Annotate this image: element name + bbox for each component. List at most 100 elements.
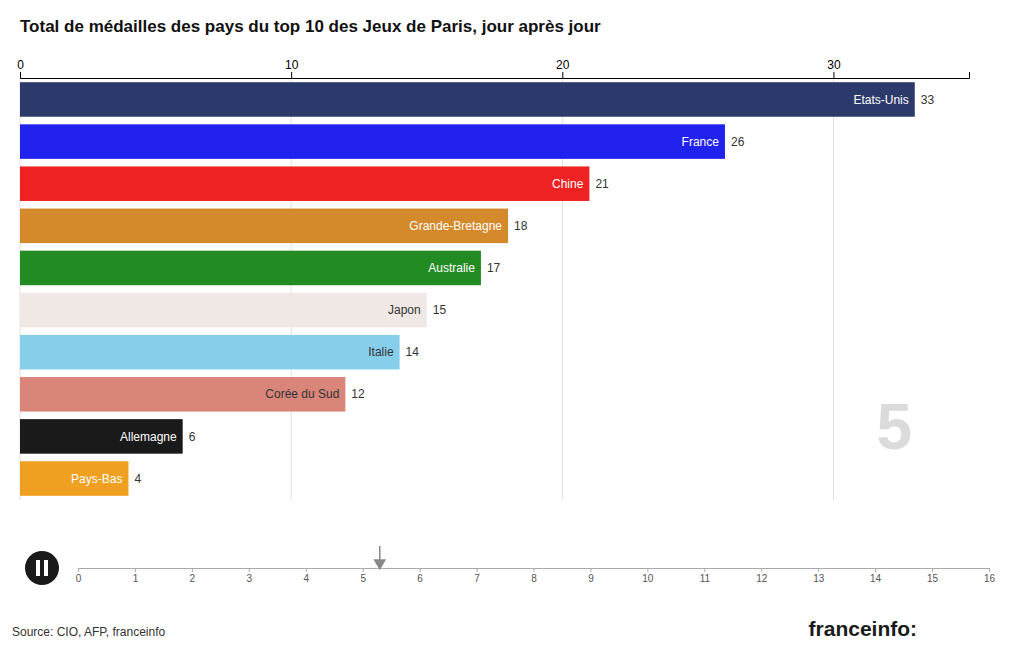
tick-mark — [590, 568, 591, 572]
tick-label: 10 — [642, 573, 654, 584]
tick-label: 6 — [417, 573, 423, 584]
tick: 30 — [827, 58, 841, 78]
pause-circle — [25, 551, 59, 585]
tick-mark — [363, 568, 364, 572]
data-labels: 461214151718212633 — [134, 93, 934, 486]
category-label: Italie — [368, 345, 394, 359]
axis-line — [21, 72, 970, 79]
tick: 3 — [247, 568, 253, 584]
tick: 0 — [76, 568, 82, 584]
tick-mark — [420, 568, 421, 572]
tick: 12 — [756, 568, 768, 584]
category-label: Allemagne — [120, 430, 177, 444]
marker-head — [373, 559, 386, 570]
tick-label: 13 — [813, 573, 825, 584]
tick-mark — [291, 72, 292, 78]
tick: 0 — [17, 58, 24, 78]
tick: 9 — [588, 568, 594, 584]
tick: 20 — [556, 58, 570, 78]
tick-mark — [534, 568, 535, 572]
tick: 11 — [700, 568, 711, 584]
x-axis: 0 10 20 30 — [17, 58, 969, 79]
tick-label: 12 — [756, 573, 768, 584]
data-label: 21 — [595, 177, 609, 191]
tick-mark — [704, 568, 705, 572]
tick: 14 — [870, 568, 882, 584]
day-label: 5 — [876, 391, 912, 463]
tick-label: 2 — [190, 573, 196, 584]
tick-mark — [562, 72, 563, 78]
data-label: 14 — [406, 345, 420, 359]
tick-label: 9 — [588, 573, 594, 584]
category-label: Grande-Bretagne — [409, 219, 502, 233]
tick: 4 — [303, 568, 309, 584]
bar — [20, 293, 427, 328]
tick-mark — [192, 568, 193, 572]
category-label: Australie — [428, 261, 475, 275]
tick-label: 3 — [247, 573, 253, 584]
tick-label: 10 — [285, 58, 299, 72]
pause-button — [25, 551, 59, 585]
tick-label: 5 — [360, 573, 366, 584]
tick-label: 8 — [531, 573, 537, 584]
tick: 16 — [984, 568, 996, 584]
bars — [20, 82, 915, 496]
title: Total de médailles des pays du top 10 de… — [20, 17, 601, 36]
bar — [20, 461, 128, 496]
tick-mark — [875, 568, 876, 572]
tick-mark — [833, 72, 834, 78]
tick-mark — [989, 568, 990, 572]
bar — [20, 419, 183, 454]
bar — [20, 251, 481, 286]
grid-line — [833, 78, 834, 500]
chart: Total de médailles des pays du top 10 de… — [0, 0, 1019, 650]
tick-label: 1 — [133, 573, 139, 584]
tick-label: 7 — [474, 573, 480, 584]
tick-label: 30 — [827, 58, 841, 72]
bar — [20, 82, 915, 117]
tick-mark — [761, 568, 762, 572]
tick: 13 — [813, 568, 825, 584]
data-label: 6 — [189, 430, 196, 444]
timeline: 012345678910111213141516 — [76, 546, 996, 584]
timeline-markers — [373, 546, 386, 570]
tick-mark — [647, 568, 648, 572]
tick: 10 — [285, 58, 299, 78]
data-label: 17 — [487, 261, 501, 275]
bar — [20, 166, 589, 201]
bar — [20, 209, 508, 244]
tick-label: 16 — [984, 573, 996, 584]
tick: 2 — [190, 568, 196, 584]
data-label: 33 — [921, 93, 935, 107]
tick: 5 — [360, 568, 366, 584]
tick: 7 — [474, 568, 480, 584]
category-label: Chine — [552, 177, 584, 191]
bar — [20, 124, 725, 159]
data-label: 12 — [351, 387, 365, 401]
timeline-axis: 012345678910111213141516 — [76, 568, 996, 584]
tick: 8 — [531, 568, 537, 584]
tick-mark — [249, 568, 250, 572]
tick-label: 0 — [17, 58, 24, 72]
tick-label: 11 — [700, 573, 711, 584]
bar — [20, 335, 400, 370]
tick-mark — [477, 568, 478, 572]
category-label: Etats-Unis — [853, 93, 908, 107]
tick: 10 — [642, 568, 654, 584]
source: Source: CIO, AFP, franceinfo — [12, 625, 166, 639]
tick-label: 14 — [870, 573, 882, 584]
tick: 6 — [417, 568, 423, 584]
tick-mark — [932, 568, 933, 572]
tick: 1 — [133, 568, 139, 584]
logo: franceinfo: — [809, 617, 918, 640]
timeline-line — [79, 569, 990, 573]
timeline-marker — [373, 546, 386, 570]
tick-mark — [20, 72, 21, 78]
tick: 15 — [927, 568, 939, 584]
category-labels: Pays-BasAllemagneCorée du SudItalieJapon… — [71, 93, 909, 486]
pause-bar — [36, 560, 40, 576]
plot: 5Pays-BasAllemagneCorée du SudItalieJapo… — [17, 58, 969, 500]
category-label: Corée du Sud — [265, 387, 339, 401]
data-label: 15 — [433, 303, 447, 317]
tick-label: 20 — [556, 58, 570, 72]
